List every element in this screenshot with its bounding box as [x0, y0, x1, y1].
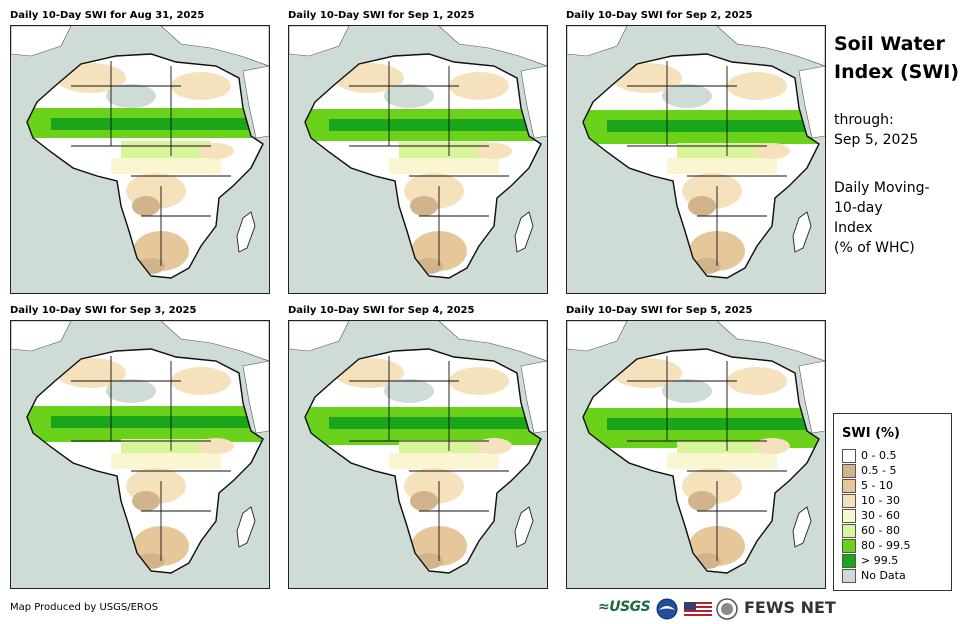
africa-swi-map: [10, 25, 270, 294]
legend-label: 5 - 10: [861, 479, 893, 492]
africa-swi-map: [288, 320, 548, 589]
title-line-2: Index (SWI): [834, 61, 960, 83]
title-line-1: Soil Water: [834, 33, 945, 55]
legend-swatch: [842, 449, 856, 463]
legend-swatch: [842, 569, 856, 583]
usgs-logo: ≈USGS: [598, 599, 651, 615]
credit-text: Map Produced by USGS/EROS: [10, 602, 159, 613]
legend-label: 0.5 - 5: [861, 464, 897, 477]
legend-swatch: [842, 524, 856, 538]
legend-swatch: [842, 539, 856, 553]
legend-item: 80 - 99.5: [842, 539, 910, 553]
legend-swatch: [842, 554, 856, 568]
description-block: Daily Moving- 10-day Index (% of WHC): [834, 178, 930, 258]
africa-swi-map: [288, 25, 548, 294]
legend-swatch: [842, 509, 856, 523]
legend-label: No Data: [861, 569, 906, 582]
through-date: Sep 5, 2025: [834, 132, 919, 148]
legend-item: 60 - 80: [842, 524, 900, 538]
desc-line-1: Daily Moving-: [834, 180, 930, 196]
fews-net-logo: FEWS NET: [744, 598, 836, 617]
legend-item: No Data: [842, 569, 906, 583]
map-graphic: [567, 321, 825, 574]
legend-item: 0 - 0.5: [842, 449, 896, 463]
africa-swi-map: [10, 320, 270, 589]
legend-label: 80 - 99.5: [861, 539, 911, 552]
legend: SWI (%) 0 - 0.5 0.5 - 5 5 - 10 10 - 30 3…: [833, 413, 952, 591]
map-graphic: [289, 26, 547, 279]
panel-title: Daily 10-Day SWI for Sep 5, 2025: [566, 305, 753, 316]
legend-label: > 99.5: [861, 554, 899, 567]
legend-item: 10 - 30: [842, 494, 900, 508]
legend-item: 5 - 10: [842, 479, 893, 493]
panel-title: Daily 10-Day SWI for Sep 2, 2025: [566, 10, 753, 21]
through-label: through:: [834, 112, 894, 128]
legend-label: 30 - 60: [861, 509, 900, 522]
desc-line-2: 10-day: [834, 200, 883, 216]
desc-line-3: Index: [834, 220, 873, 236]
map-graphic: [289, 321, 547, 574]
legend-item: > 99.5: [842, 554, 898, 568]
legend-swatch: [842, 464, 856, 478]
desc-line-4: (% of WHC): [834, 240, 915, 256]
legend-label: 0 - 0.5: [861, 449, 897, 462]
state-dept-seal: [716, 598, 738, 620]
legend-title: SWI (%): [842, 426, 900, 441]
noaa-logo: [656, 598, 678, 620]
africa-swi-map: [566, 25, 826, 294]
map-graphic: [567, 26, 825, 279]
legend-swatch: [842, 494, 856, 508]
panel-title: Daily 10-Day SWI for Sep 4, 2025: [288, 305, 475, 316]
legend-item: 0.5 - 5: [842, 464, 896, 478]
us-flag-icon: [684, 602, 712, 618]
map-graphic: [11, 321, 269, 574]
main-title: Soil Water Index (SWI): [834, 30, 959, 86]
through-block: through: Sep 5, 2025: [834, 110, 918, 150]
legend-label: 60 - 80: [861, 524, 900, 537]
legend-label: 10 - 30: [861, 494, 900, 507]
panel-title: Daily 10-Day SWI for Sep 3, 2025: [10, 305, 197, 316]
panel-title: Daily 10-Day SWI for Aug 31, 2025: [10, 10, 205, 21]
legend-item: 30 - 60: [842, 509, 900, 523]
legend-swatch: [842, 479, 856, 493]
africa-swi-map: [566, 320, 826, 589]
map-graphic: [11, 26, 269, 279]
panel-title: Daily 10-Day SWI for Sep 1, 2025: [288, 10, 475, 21]
